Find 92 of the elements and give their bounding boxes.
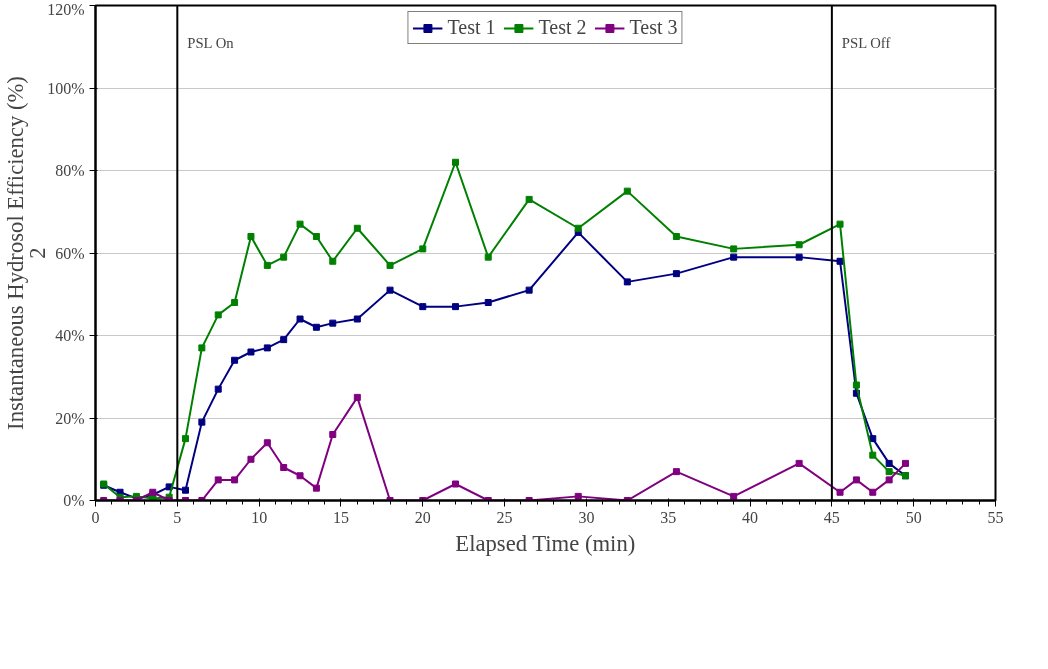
point: [231, 299, 239, 306]
point: [885, 476, 893, 484]
point: [836, 257, 844, 265]
x-tick-label: 45: [823, 508, 840, 526]
point: [247, 233, 255, 240]
point: [836, 488, 844, 496]
x-tick-label: 25: [496, 508, 513, 526]
point: [214, 476, 222, 484]
point: [312, 484, 320, 492]
point: [296, 472, 304, 480]
point: [795, 253, 803, 261]
x-tick-label: 5: [173, 508, 182, 526]
point: [730, 492, 738, 500]
point: [329, 431, 337, 438]
point: [452, 480, 459, 488]
point: [623, 278, 631, 286]
ref-line-label: PSL On: [187, 34, 235, 51]
point: [730, 253, 738, 261]
point: [263, 261, 271, 269]
point: [329, 319, 337, 327]
point: [386, 286, 394, 294]
point: [353, 224, 361, 232]
point: [672, 468, 680, 476]
point: [280, 336, 288, 344]
point: [885, 459, 893, 467]
x-tick-label: 35: [660, 508, 677, 526]
point: [525, 195, 533, 203]
ref-line-label: PSL Off: [841, 34, 891, 51]
point: [312, 323, 320, 331]
y-tick-label: 40%: [55, 327, 85, 344]
y-tick-label: 120%: [47, 0, 85, 18]
point: [852, 381, 860, 389]
point: [795, 241, 803, 249]
point: [231, 476, 239, 484]
point: [296, 220, 304, 228]
point: [214, 385, 222, 393]
x-tick-label: 40: [742, 508, 759, 526]
point: [353, 393, 361, 401]
x-tick-label: 55: [987, 508, 1004, 526]
point: [452, 303, 459, 311]
point: [730, 245, 738, 253]
y-tick-label: 60%: [55, 244, 85, 262]
y-tick-label: 100%: [47, 79, 85, 97]
x-tick-label: 10: [251, 508, 268, 526]
point: [247, 455, 255, 463]
legend-label: Test 1: [447, 16, 496, 39]
point: [484, 253, 492, 261]
x-tick-label: 0: [91, 508, 100, 526]
x-tick-label: 50: [905, 508, 922, 526]
point: [263, 344, 271, 352]
point: [198, 344, 206, 352]
point: [885, 468, 893, 476]
point: [623, 187, 631, 195]
x-tick-label: 15: [332, 508, 349, 526]
point: [852, 476, 860, 484]
point: [296, 315, 304, 323]
x-tick-label: 30: [578, 508, 595, 526]
point: [419, 245, 427, 253]
point: [525, 286, 533, 294]
x-tick-label: 20: [414, 508, 431, 526]
point: [869, 451, 877, 459]
point: [312, 233, 320, 240]
point: [836, 220, 844, 228]
point: [452, 158, 459, 166]
point: [231, 356, 239, 364]
point: [214, 311, 222, 319]
point: [280, 464, 288, 471]
point: [902, 459, 909, 467]
point: [247, 348, 255, 356]
legend-label: Test 2: [538, 16, 587, 39]
point: [672, 233, 680, 240]
x-axis-title: Elapsed Time (min): [455, 530, 636, 556]
point: [574, 224, 582, 232]
y-tick-label: 80%: [55, 162, 85, 179]
point: [869, 435, 877, 443]
point: [198, 418, 206, 426]
legend-label: Test 3: [629, 16, 678, 39]
point: [182, 486, 189, 494]
y-tick-label: 20%: [55, 409, 85, 427]
point: [795, 459, 803, 467]
point: [574, 492, 582, 500]
point: [280, 253, 288, 261]
point: [869, 488, 877, 496]
point: [419, 303, 427, 311]
y-tick-label: 0%: [63, 492, 85, 509]
point: [182, 435, 189, 443]
point: [263, 439, 271, 447]
point: [484, 299, 492, 306]
point: [386, 261, 394, 269]
point: [353, 315, 361, 323]
point: [672, 270, 680, 278]
point: [329, 257, 337, 265]
